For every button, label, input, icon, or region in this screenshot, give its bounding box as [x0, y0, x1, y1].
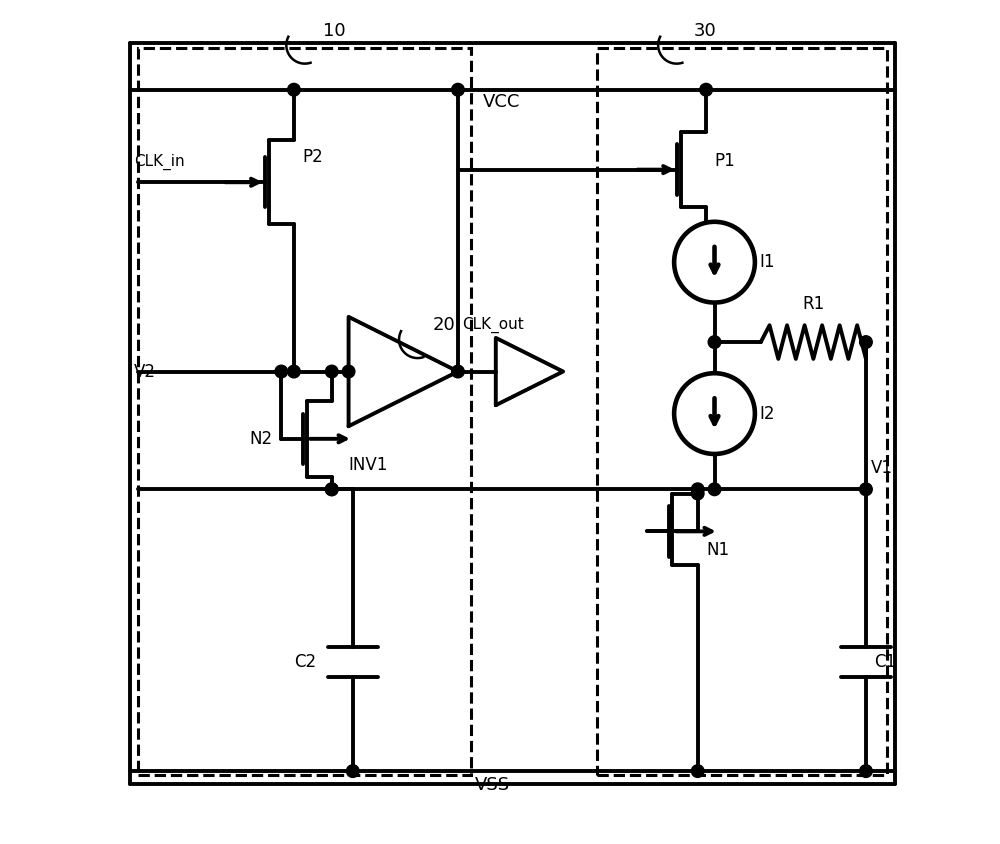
Bar: [597, 47, 887, 776]
Text: I1: I1: [759, 253, 775, 271]
Text: C2: C2: [294, 652, 316, 671]
Text: I2: I2: [759, 404, 775, 423]
Text: CLK_out: CLK_out: [462, 317, 524, 333]
Circle shape: [860, 483, 872, 495]
Text: VSS: VSS: [475, 776, 510, 794]
Text: V1: V1: [871, 459, 893, 477]
Circle shape: [708, 483, 721, 495]
Text: 30: 30: [693, 22, 716, 40]
Text: N2: N2: [250, 430, 273, 448]
Circle shape: [452, 365, 464, 378]
Text: R1: R1: [802, 295, 824, 312]
Circle shape: [708, 336, 721, 349]
Text: 10: 10: [323, 22, 346, 40]
Circle shape: [691, 483, 704, 495]
Circle shape: [700, 84, 712, 96]
Text: 20: 20: [433, 316, 455, 334]
Text: N1: N1: [706, 541, 729, 560]
Text: P1: P1: [715, 152, 735, 170]
Circle shape: [691, 765, 704, 777]
Text: VCC: VCC: [483, 94, 521, 111]
Circle shape: [325, 483, 338, 495]
Text: C1: C1: [874, 652, 896, 671]
Text: P2: P2: [302, 148, 323, 166]
Circle shape: [860, 336, 872, 349]
Circle shape: [860, 765, 872, 777]
Circle shape: [452, 84, 464, 96]
Text: V2: V2: [134, 363, 156, 381]
Circle shape: [342, 365, 355, 378]
Circle shape: [275, 365, 288, 378]
Text: INV1: INV1: [349, 456, 388, 473]
Bar: [138, 47, 471, 776]
Circle shape: [325, 365, 338, 378]
Circle shape: [288, 84, 300, 96]
Circle shape: [691, 487, 704, 500]
Circle shape: [346, 765, 359, 777]
Circle shape: [325, 483, 338, 495]
Circle shape: [288, 365, 300, 378]
Text: CLK_in: CLK_in: [134, 154, 185, 170]
